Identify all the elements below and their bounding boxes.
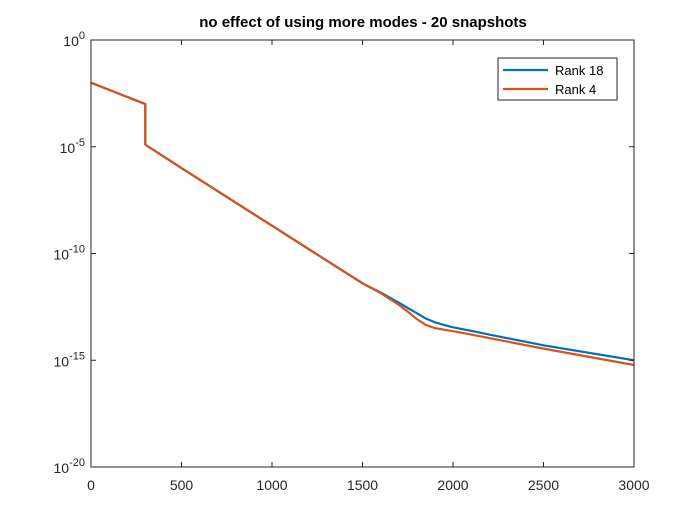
legend: Rank 18 Rank 4 (497, 57, 618, 101)
plot-area (91, 40, 634, 467)
legend-box (497, 57, 618, 101)
series-line-rank-4 (90, 81, 635, 367)
y-tick-label: 100 (63, 30, 85, 49)
legend-label-rank-18: Rank 18 (555, 63, 603, 78)
x-tick-label: 2000 (437, 477, 468, 493)
chart-title: no effect of using more modes - 20 snaps… (199, 14, 527, 31)
x-tick-label: 3000 (618, 477, 649, 493)
x-tick-label: 1000 (256, 477, 287, 493)
y-tick-label: 10-10 (54, 244, 85, 263)
axes-layer: 0 500 1000 1500 2000 2500 3000 100 10-5 10-10 10-1… (54, 30, 650, 493)
x-tick-label: 500 (170, 477, 194, 493)
x-tick-label: 0 (87, 477, 95, 493)
series-layer (90, 81, 635, 367)
y-tick-label: 10-15 (54, 350, 85, 369)
y-tick-label: 10-20 (54, 457, 85, 476)
y-tick-label: 10-5 (60, 137, 85, 156)
x-tick-label: 2500 (528, 477, 559, 493)
x-tick-label: 1500 (347, 477, 378, 493)
legend-label-rank-4: Rank 4 (555, 82, 596, 97)
